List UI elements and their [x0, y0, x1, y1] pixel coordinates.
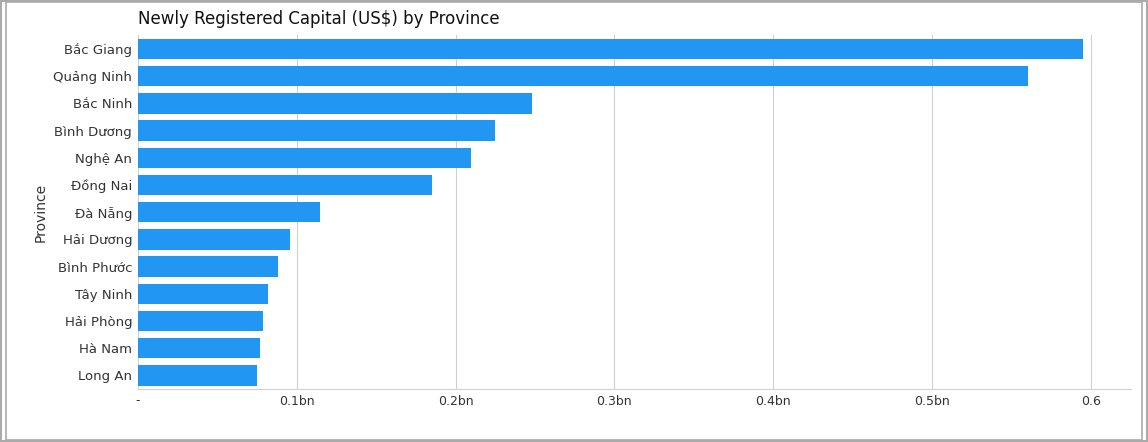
Bar: [138, 202, 320, 222]
Bar: [138, 229, 290, 250]
Bar: [138, 66, 1027, 86]
Text: Newly Registered Capital (US$) by Province: Newly Registered Capital (US$) by Provin…: [138, 10, 499, 28]
Bar: [138, 338, 261, 358]
Bar: [138, 175, 432, 195]
Bar: [138, 148, 472, 168]
Y-axis label: Province: Province: [33, 183, 48, 242]
Bar: [138, 93, 532, 114]
Bar: [138, 365, 257, 385]
Bar: [138, 120, 495, 141]
Bar: [138, 39, 1083, 59]
Bar: [138, 284, 267, 304]
Bar: [138, 311, 263, 331]
Bar: [138, 256, 278, 277]
